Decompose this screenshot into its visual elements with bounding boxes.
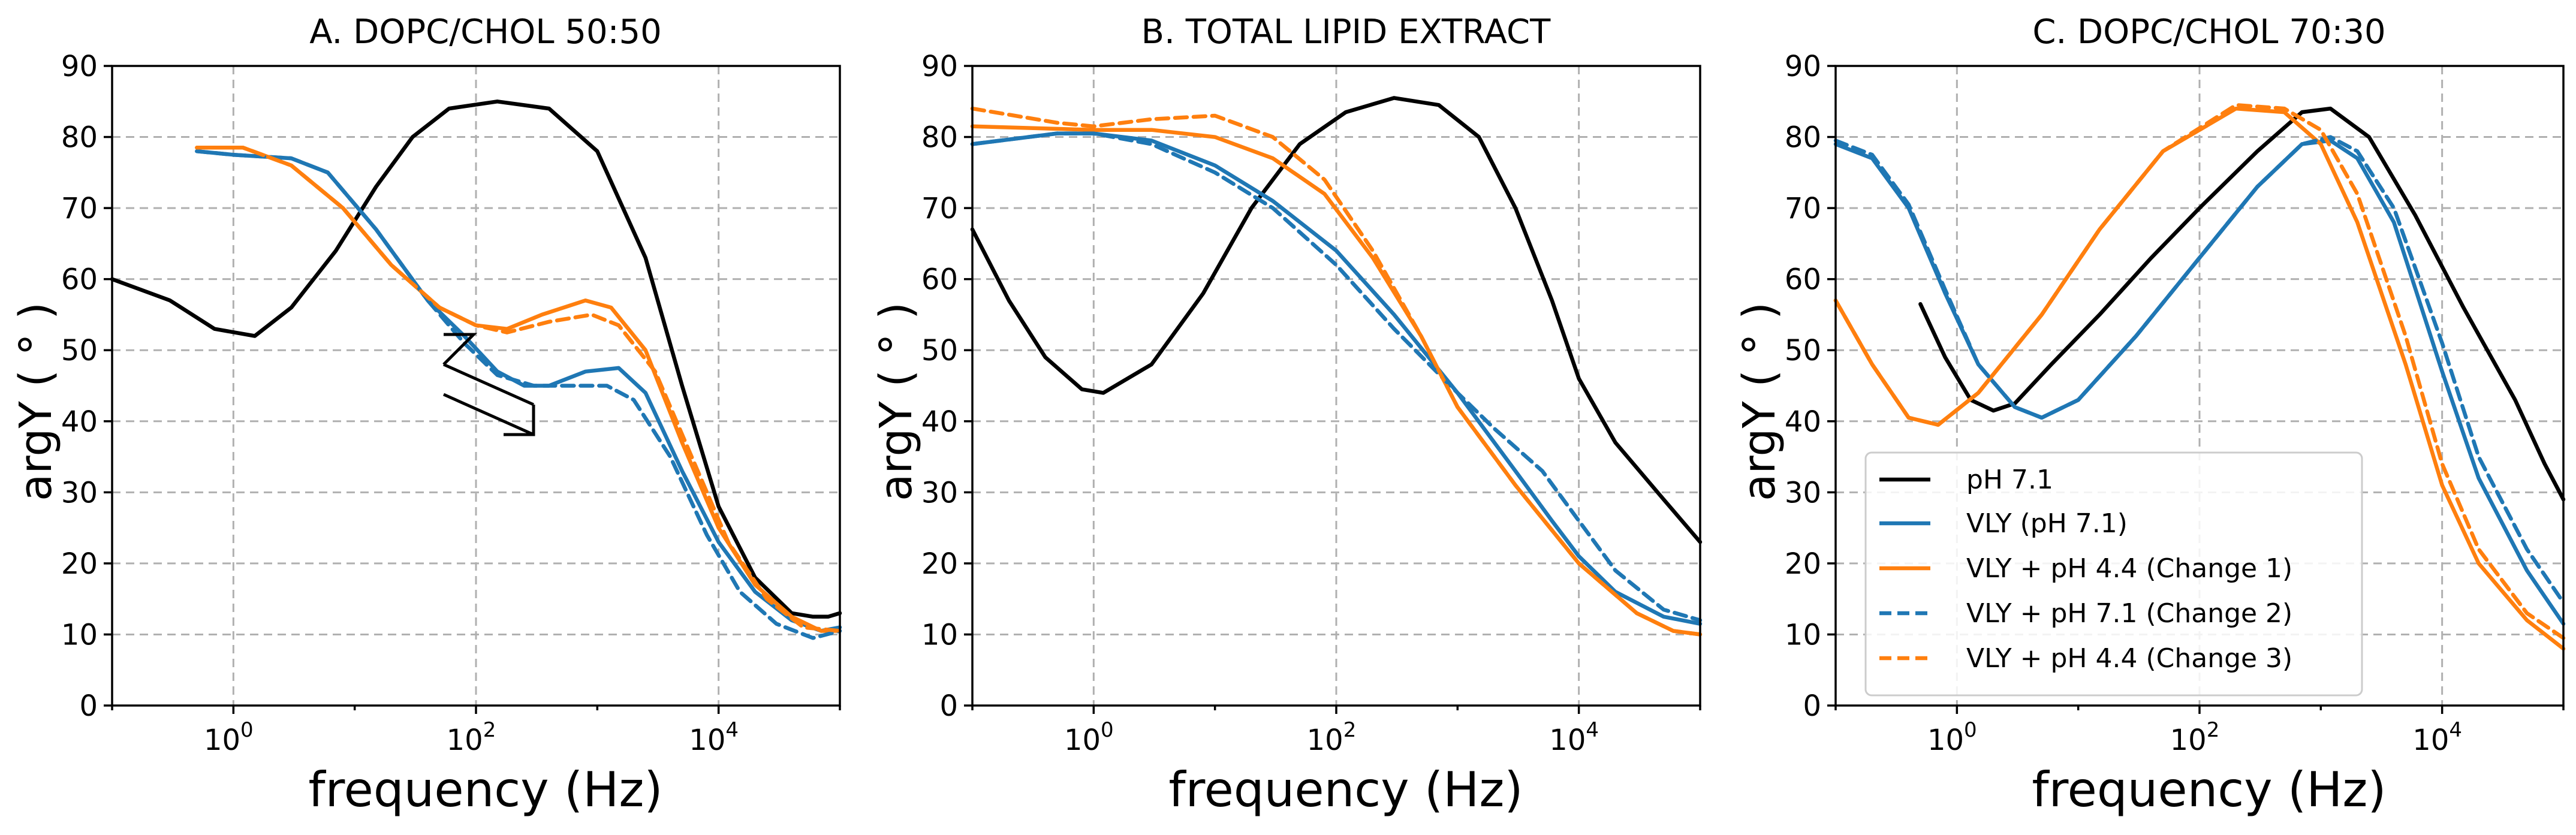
legend-label: VLY + pH 7.1 (Change 2) — [1966, 598, 2292, 629]
panel-a-title: A. DOPC/CHOL 50:50 — [309, 13, 662, 52]
panel-b-xlabel: frequency (Hz) — [1168, 762, 1523, 818]
x-tick-label: 100 — [204, 718, 254, 757]
legend-label: VLY (pH 7.1) — [1966, 508, 2128, 539]
y-tick-label: 10 — [921, 618, 958, 652]
series-line-vly71c — [970, 131, 1703, 622]
y-tick-label: 90 — [921, 50, 958, 83]
y-tick-label: 90 — [61, 50, 98, 83]
x-tick-label: 100 — [1927, 718, 1977, 757]
y-tick-label: 20 — [61, 547, 98, 581]
x-tick-label: 102 — [1307, 718, 1357, 757]
legend-item: VLY + pH 4.4 (Change 3) — [1879, 643, 2292, 674]
panel-b-ylabel: argY ( ° ) — [870, 302, 922, 501]
y-tick-label: 40 — [921, 405, 958, 439]
legend-label: VLY + pH 4.4 (Change 3) — [1966, 643, 2292, 674]
y-tick-label: 80 — [921, 121, 958, 155]
x-tick-label: 104 — [689, 718, 739, 757]
series-line-ph71 — [1918, 106, 2566, 502]
x-tick-label: 102 — [447, 718, 496, 757]
y-tick-label: 10 — [61, 618, 98, 652]
panel-b-plot: 0 10 20 30 40 50 60 70 80 90 100 102 104 — [921, 50, 1703, 757]
y-tick-label: 60 — [61, 263, 98, 297]
panel-c: C. DOPC/CHOL 70:30 argY ( ° ) frequency … — [1734, 13, 2566, 818]
series-line-vly71c — [195, 149, 842, 640]
y-tick-label: 50 — [921, 334, 958, 367]
y-tick-label: 70 — [61, 192, 98, 225]
y-tick-label: 30 — [61, 476, 98, 510]
x-tick-label: 104 — [2412, 718, 2462, 757]
legend-label: VLY + pH 4.4 (Change 1) — [1966, 553, 2292, 584]
arrow-shaft-left — [442, 363, 535, 406]
legend-item: VLY + pH 7.1 (Change 2) — [1879, 598, 2292, 629]
panel-a-annotation-arrow — [442, 333, 535, 436]
y-tick-label: 60 — [1785, 263, 1821, 297]
y-tick-label: 50 — [61, 334, 98, 367]
y-tick-label: 90 — [1785, 50, 1821, 83]
series-line-vly44c — [195, 146, 842, 633]
x-tick-label: 104 — [1549, 718, 1599, 757]
series-line-ph71 — [970, 96, 1703, 544]
panel-c-xlabel: frequency (Hz) — [2032, 762, 2386, 818]
y-tick-label: 0 — [1803, 689, 1821, 723]
series-line-vly71c — [1833, 135, 2566, 605]
series-line-vly44c — [970, 106, 1703, 637]
x-tick-label: 102 — [2170, 718, 2220, 757]
series-line-vly44c — [1833, 103, 2566, 640]
y-tick-label: 40 — [61, 405, 98, 439]
legend-label: pH 7.1 — [1966, 465, 2053, 495]
y-tick-label: 70 — [921, 192, 958, 225]
y-tick-label: 20 — [921, 547, 958, 581]
y-tick-label: 40 — [1785, 405, 1821, 439]
legend-item: pH 7.1 — [1879, 465, 2053, 495]
panel-b-title: B. TOTAL LIPID EXTRACT — [1141, 13, 1551, 52]
y-tick-label: 70 — [1785, 192, 1821, 225]
panel-a: A. DOPC/CHOL 50:50 argY ( ° ) frequency … — [10, 13, 842, 818]
panel-a-ylabel: argY ( ° ) — [10, 302, 62, 501]
x-tick-label: 100 — [1064, 718, 1114, 757]
y-tick-label: 30 — [921, 476, 958, 510]
y-tick-label: 10 — [1785, 618, 1821, 652]
legend-item: VLY (pH 7.1) — [1879, 508, 2128, 539]
legend-item: VLY + pH 4.4 (Change 1) — [1879, 553, 2292, 584]
legend: pH 7.1 VLY (pH 7.1) VLY + pH 4.4 (Change… — [1864, 451, 2363, 697]
panel-b: B. TOTAL LIPID EXTRACT argY ( ° ) freque… — [870, 13, 1703, 818]
panel-c-ylabel: argY ( ° ) — [1734, 302, 1785, 501]
y-tick-label: 20 — [1785, 547, 1821, 581]
series-line-ph71 — [110, 100, 842, 619]
arrow-upper — [442, 333, 478, 366]
y-tick-label: 30 — [1785, 476, 1821, 510]
y-tick-label: 0 — [79, 689, 98, 723]
panel-a-xlabel: frequency (Hz) — [308, 762, 662, 818]
y-tick-label: 50 — [1785, 334, 1821, 367]
y-tick-label: 80 — [1785, 121, 1821, 155]
arrow-shaft-right — [442, 393, 535, 436]
y-tick-label: 60 — [921, 263, 958, 297]
y-tick-label: 0 — [939, 689, 958, 723]
arrow-lower — [504, 405, 535, 436]
panel-a-plot: 0 10 20 30 40 50 60 70 80 90 100 102 104 — [61, 50, 842, 757]
y-tick-label: 80 — [61, 121, 98, 155]
panel-c-title: C. DOPC/CHOL 70:30 — [2032, 13, 2385, 52]
legend-box — [1864, 451, 2363, 697]
